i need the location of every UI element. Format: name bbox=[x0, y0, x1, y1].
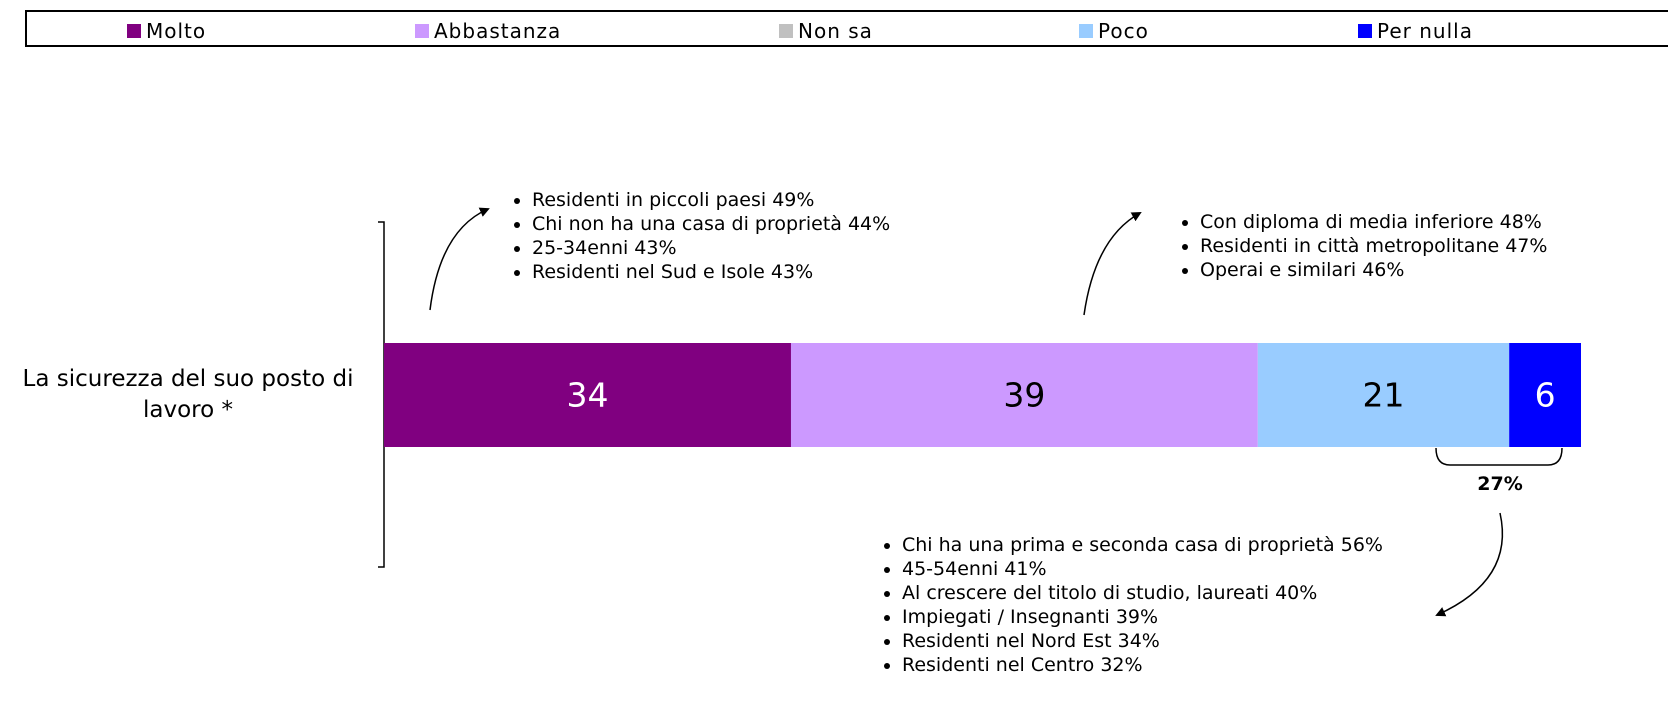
segment-label: 39 bbox=[1003, 376, 1045, 415]
legend-swatch bbox=[1358, 24, 1372, 38]
segment-label: 34 bbox=[566, 376, 608, 415]
legend-swatch bbox=[127, 24, 141, 38]
annotation-item: Residenti in città metropolitane 47% bbox=[1200, 234, 1547, 258]
legend-label: Non sa bbox=[798, 19, 873, 43]
annotation-item: Chi ha una prima e seconda casa di propr… bbox=[902, 533, 1383, 557]
annotation-item: Al crescere del titolo di studio, laurea… bbox=[902, 581, 1383, 605]
arrow bbox=[1083, 212, 1142, 316]
category-label: La sicurezza del suo posto di lavoro * bbox=[22, 366, 354, 423]
legend-item: Molto bbox=[127, 19, 206, 43]
segment-label: 6 bbox=[1535, 376, 1556, 415]
legend-swatch bbox=[1079, 24, 1093, 38]
legend-label: Molto bbox=[146, 19, 207, 43]
annotation-item: Residenti in piccoli paesi 49% bbox=[532, 188, 890, 212]
annotation-item: 45-54enni 41% bbox=[902, 557, 1383, 581]
bracket-label: 27% bbox=[1477, 473, 1523, 495]
legend-swatch bbox=[415, 24, 429, 38]
annotation-list: Chi ha una prima e seconda casa di propr… bbox=[882, 533, 1383, 677]
legend-label: Abbastanza bbox=[434, 19, 562, 43]
legend: Molto Abbastanza Non sa Poco Per nulla bbox=[25, 10, 1668, 47]
annotation-list: Con diploma di media inferiore 48%Reside… bbox=[1180, 210, 1547, 282]
annotation-item: Residenti nel Nord Est 34% bbox=[902, 629, 1383, 653]
annotation-item: Operai e similari 46% bbox=[1200, 258, 1547, 282]
annotation-item: Con diploma di media inferiore 48% bbox=[1200, 210, 1547, 234]
segment-label: 21 bbox=[1362, 376, 1404, 415]
arrow bbox=[1435, 512, 1504, 617]
annotation-item: Residenti nel Sud e Isole 43% bbox=[532, 260, 890, 284]
annotation-item: 25-34enni 43% bbox=[532, 236, 890, 260]
annotation-list: Residenti in piccoli paesi 49%Chi non ha… bbox=[512, 188, 890, 284]
legend-item: Non sa bbox=[779, 19, 873, 43]
annotation-item: Impiegati / Insegnanti 39% bbox=[902, 605, 1383, 629]
category-brace bbox=[378, 221, 385, 568]
arrow bbox=[429, 207, 490, 311]
legend-swatch bbox=[779, 24, 793, 38]
annotation-item: Residenti nel Centro 32% bbox=[902, 653, 1383, 677]
legend-label: Poco bbox=[1098, 19, 1149, 43]
bar-segment bbox=[1257, 343, 1510, 447]
legend-item: Abbastanza bbox=[415, 19, 561, 43]
bar-segment bbox=[1509, 343, 1581, 447]
bar-segment bbox=[790, 343, 1258, 447]
bracket bbox=[1435, 447, 1563, 466]
legend-label: Per nulla bbox=[1377, 19, 1473, 43]
legend-item: Poco bbox=[1079, 19, 1149, 43]
bar-segment bbox=[384, 343, 791, 447]
legend-item: Per nulla bbox=[1358, 19, 1473, 43]
annotation-item: Chi non ha una casa di proprietà 44% bbox=[532, 212, 890, 236]
